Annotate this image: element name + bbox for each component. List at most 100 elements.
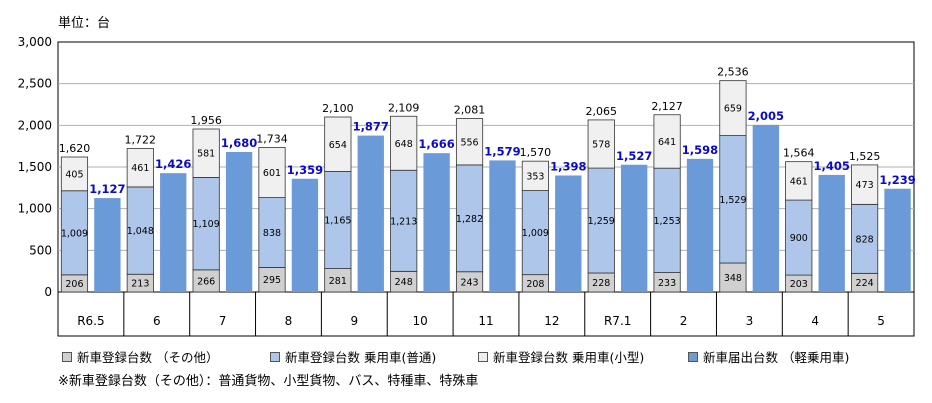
value-label-kei: 1,598 bbox=[682, 143, 718, 157]
value-label-registered-total: 1,525 bbox=[849, 150, 881, 163]
x-tick-label: 6 bbox=[153, 314, 161, 328]
value-label-registered-total: 2,081 bbox=[454, 104, 486, 117]
value-label-futsu: 1,009 bbox=[522, 228, 549, 239]
value-label-other: 348 bbox=[724, 273, 742, 284]
bar-segment-futsu bbox=[60, 190, 89, 276]
legend-item-futsu: 新車登録台数 乗用車(普通) bbox=[270, 347, 436, 366]
x-tick-label: 10 bbox=[413, 314, 428, 328]
value-label-other: 203 bbox=[790, 279, 808, 290]
value-label-other: 248 bbox=[395, 277, 413, 288]
y-tick-label: 500 bbox=[29, 243, 52, 257]
value-label-kei: 1,666 bbox=[418, 137, 454, 151]
value-label-kei: 1,359 bbox=[287, 163, 323, 177]
bar-kei bbox=[489, 160, 516, 292]
value-label-registered-total: 1,570 bbox=[520, 146, 552, 159]
value-label-kogata: 581 bbox=[197, 149, 215, 160]
bar-segment-futsu bbox=[851, 203, 879, 274]
value-label-other: 295 bbox=[263, 275, 281, 286]
value-label-registered-total: 1,620 bbox=[59, 142, 91, 155]
value-label-kogata: 648 bbox=[395, 139, 413, 150]
value-label-registered-total: 2,536 bbox=[717, 66, 749, 79]
value-label-other: 281 bbox=[329, 276, 347, 287]
value-label-other: 224 bbox=[856, 278, 874, 289]
value-label-futsu: 828 bbox=[856, 234, 874, 245]
bar-segment-futsu bbox=[785, 199, 813, 276]
bar-segment-kogata bbox=[324, 116, 352, 172]
legend-swatch-other bbox=[62, 351, 72, 362]
value-label-futsu: 1,048 bbox=[127, 226, 154, 237]
legend-label-kei: 新車届出台数 （軽乗用車) bbox=[703, 350, 850, 365]
footnote: ※新車登録台数（その他）：普通貨物、小型貨物、バス、特種車、特殊車 bbox=[58, 374, 479, 389]
x-tick-label: 5 bbox=[877, 314, 885, 328]
bar-kei bbox=[555, 175, 582, 292]
x-tick-label: 12 bbox=[544, 314, 559, 328]
x-tick-label: R6.5 bbox=[77, 314, 104, 328]
bar-segment-kogata bbox=[192, 128, 220, 178]
value-label-registered-total: 2,127 bbox=[651, 100, 683, 113]
bar-segment-kogata bbox=[258, 147, 286, 198]
value-label-registered-total: 1,564 bbox=[783, 147, 815, 160]
value-label-kogata: 461 bbox=[790, 176, 808, 187]
value-label-registered-total: 1,956 bbox=[190, 114, 222, 127]
x-tick-label: 9 bbox=[350, 314, 358, 328]
bar-kei bbox=[94, 198, 121, 292]
value-label-registered-total: 1,734 bbox=[256, 133, 288, 146]
value-label-kei: 1,527 bbox=[616, 149, 652, 163]
bar-segment-futsu bbox=[587, 167, 615, 274]
value-label-other: 233 bbox=[658, 278, 676, 289]
bar-segment-futsu bbox=[324, 171, 352, 269]
value-label-registered-total: 2,065 bbox=[585, 105, 617, 118]
legend-label-other: 新車登録台数 （その他） bbox=[77, 350, 219, 365]
legend-item-kei: 新車届出台数 （軽乗用車) bbox=[688, 347, 849, 366]
bar-segment-kogata bbox=[390, 115, 418, 171]
value-label-kogata: 659 bbox=[724, 104, 742, 115]
value-label-other: 228 bbox=[592, 278, 610, 289]
bar-kei bbox=[752, 124, 780, 293]
value-label-kei: 1,127 bbox=[89, 182, 125, 196]
unit-label: 単位：台 bbox=[58, 16, 111, 31]
bar-kei bbox=[160, 173, 187, 292]
bar-segment-futsu bbox=[521, 190, 549, 276]
bar-kei bbox=[818, 174, 845, 292]
bar-kei bbox=[225, 152, 253, 292]
value-label-kogata: 654 bbox=[329, 140, 347, 151]
bar-kei bbox=[686, 158, 714, 292]
y-tick-label: 2,000 bbox=[18, 118, 52, 132]
value-label-other: 206 bbox=[65, 279, 83, 290]
bar-segment-futsu bbox=[192, 177, 220, 271]
x-tick-label: 11 bbox=[478, 314, 493, 328]
legend-label-futsu: 新車登録台数 乗用車(普通) bbox=[285, 350, 437, 365]
legend-swatch-kogata bbox=[478, 351, 488, 362]
value-label-kogata: 353 bbox=[526, 171, 544, 182]
x-tick-label: R7.1 bbox=[604, 314, 631, 328]
value-label-futsu: 900 bbox=[790, 233, 808, 244]
value-label-other: 213 bbox=[131, 279, 149, 290]
value-label-other: 266 bbox=[197, 276, 215, 287]
value-label-kogata: 473 bbox=[856, 180, 874, 191]
bar-kei bbox=[291, 178, 319, 292]
value-label-kei: 1,426 bbox=[155, 157, 191, 171]
bar-segment-kogata bbox=[719, 80, 747, 136]
value-label-futsu: 1,259 bbox=[588, 216, 615, 227]
value-label-futsu: 1,109 bbox=[193, 219, 220, 230]
bar-kei bbox=[884, 188, 911, 292]
value-label-futsu: 1,282 bbox=[456, 214, 483, 225]
value-label-kogata: 601 bbox=[263, 168, 281, 179]
x-tick-label: 8 bbox=[285, 314, 293, 328]
value-label-futsu: 1,529 bbox=[719, 195, 746, 206]
value-label-kei: 1,398 bbox=[550, 160, 586, 174]
y-tick-label: 1,000 bbox=[18, 202, 52, 216]
value-label-futsu: 1,009 bbox=[61, 228, 88, 239]
x-tick-label: 7 bbox=[219, 314, 227, 328]
y-tick-label: 2,500 bbox=[18, 77, 52, 91]
value-label-kogata: 556 bbox=[460, 137, 478, 148]
legend-item-kogata: 新車登録台数 乗用車(小型) bbox=[478, 347, 644, 366]
y-tick-label: 3,000 bbox=[18, 35, 52, 49]
bar-segment-futsu bbox=[258, 197, 286, 268]
legend-label-kogata: 新車登録台数 乗用車(小型) bbox=[493, 350, 645, 365]
value-label-registered-total: 2,109 bbox=[388, 101, 420, 114]
value-label-kogata: 461 bbox=[131, 163, 149, 174]
bar-segment-futsu bbox=[653, 167, 681, 273]
bar-segment-kogata bbox=[785, 161, 813, 201]
